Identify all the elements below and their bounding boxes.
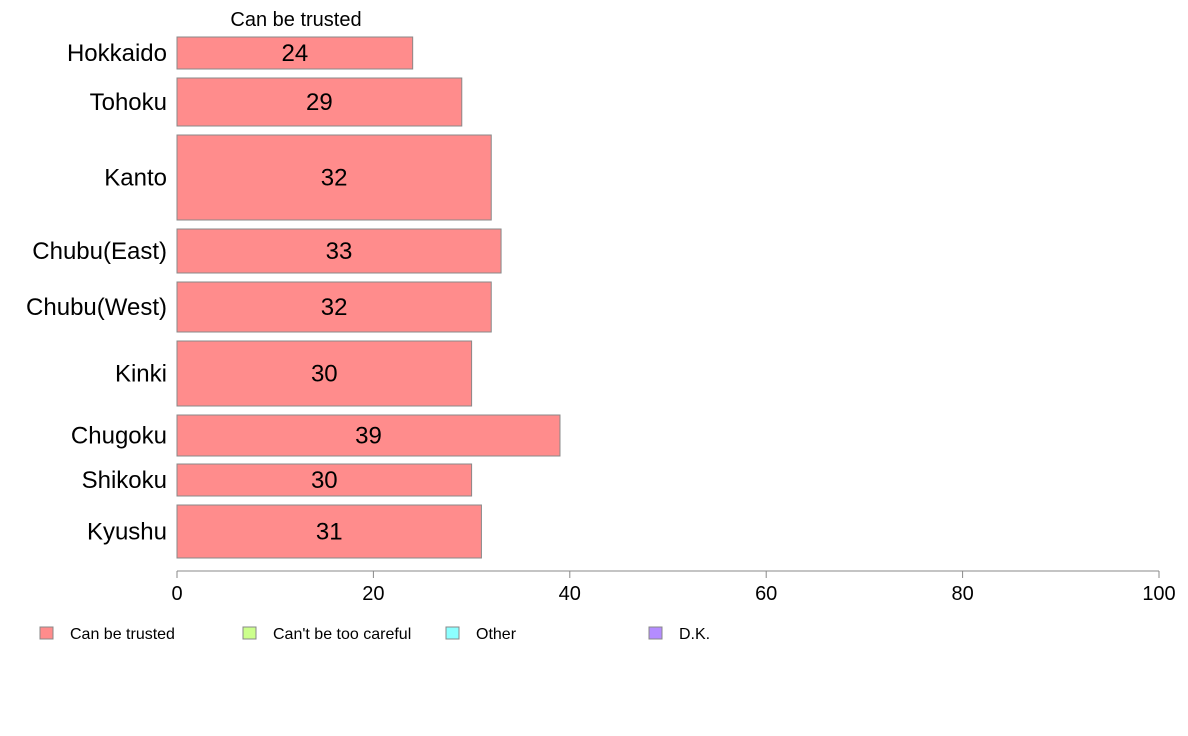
bar-kanto <box>176 134 492 221</box>
category-label: Chubu(West) <box>26 294 167 321</box>
bar-chubu-east <box>176 228 502 274</box>
bar-kinki <box>176 340 473 407</box>
x-tick-label: 0 <box>171 583 182 605</box>
value-label: 24 <box>281 40 308 67</box>
value-label: 32 <box>321 165 348 192</box>
category-label: Chugoku <box>71 423 167 450</box>
legend-swatch <box>242 626 257 640</box>
value-label: 32 <box>321 294 348 321</box>
value-label: 39 <box>355 423 382 450</box>
bar-tohoku <box>176 77 463 127</box>
category-label: Shikoku <box>82 467 167 494</box>
value-label: 33 <box>326 238 353 265</box>
x-tick-label: 80 <box>951 583 973 605</box>
category-label: Kyushu <box>87 519 167 546</box>
value-label: 29 <box>306 89 333 116</box>
value-label: 31 <box>316 519 343 546</box>
legend-label: Can't be too careful <box>273 626 411 643</box>
x-tick-label: 40 <box>559 583 581 605</box>
x-tick-label: 100 <box>1142 583 1175 605</box>
legend-swatch <box>445 626 460 640</box>
legend-label: Can be trusted <box>70 626 175 643</box>
x-tick-label: 20 <box>362 583 384 605</box>
bar-hokkaido <box>176 36 414 70</box>
legend-label: D.K. <box>679 626 710 643</box>
category-label: Kinki <box>115 361 167 388</box>
bar-chubu-west <box>176 281 492 333</box>
series-title: Can be trusted <box>230 9 361 31</box>
bar-kyushu <box>176 504 482 559</box>
category-label: Hokkaido <box>67 40 167 67</box>
value-label: 30 <box>311 467 338 494</box>
bar-shikoku <box>176 463 473 497</box>
legend: Can be trusted Can't be too careful Other D… <box>39 626 710 643</box>
legend-swatch <box>39 626 54 640</box>
category-label: Kanto <box>104 165 167 192</box>
x-tick-label: 60 <box>755 583 777 605</box>
legend-swatch <box>648 626 663 640</box>
category-label: Tohoku <box>90 89 167 116</box>
bar-chugoku <box>176 414 561 457</box>
x-axis: 0 20 40 60 80 100 <box>171 570 1176 605</box>
value-label: 30 <box>311 361 338 388</box>
category-label: Chubu(East) <box>32 238 167 265</box>
legend-label: Other <box>476 626 517 643</box>
bars-group: Hokkaido 24 Tohoku 29 Kanto 32 Chubu(East) 33 Ch… <box>26 36 561 559</box>
